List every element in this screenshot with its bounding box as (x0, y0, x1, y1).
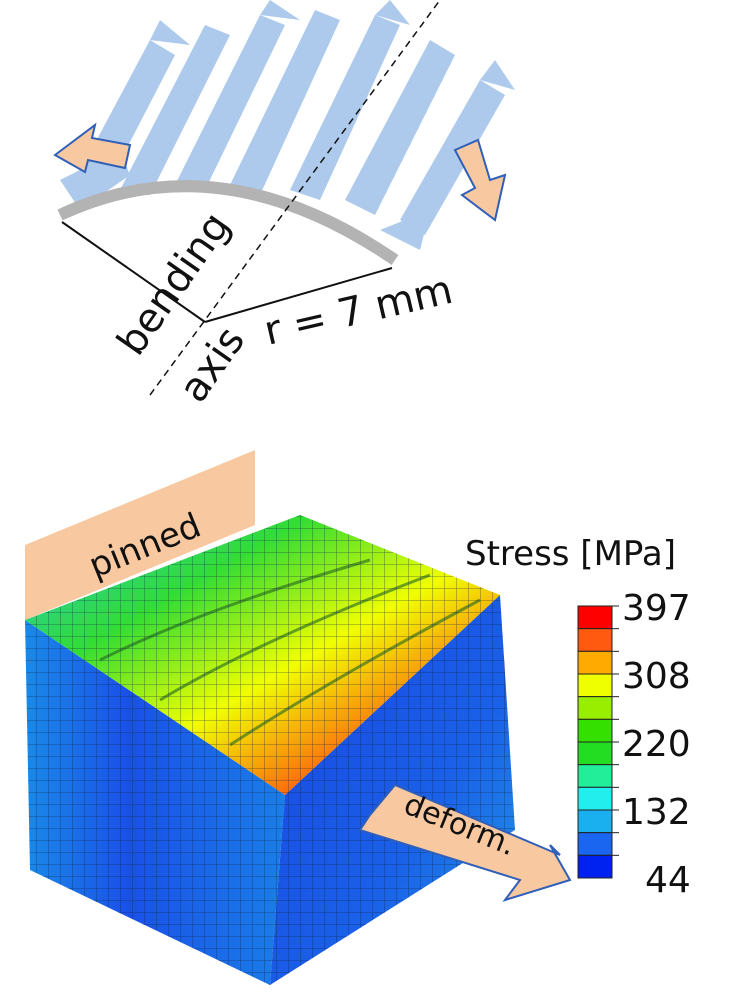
left-orange-arrow (53, 122, 132, 174)
legend-band (577, 650, 613, 675)
legend-tick: 308 (622, 656, 691, 697)
axis-label: axis (171, 319, 255, 411)
pinned-plate (25, 450, 255, 620)
legend-band (577, 628, 613, 652)
bending-schematic: bending axis r = 7 mm (53, 0, 515, 411)
radius-line-left (61, 221, 206, 323)
legend-band (577, 718, 613, 743)
legend-band (577, 764, 613, 788)
legend-tick: 44 (645, 860, 691, 901)
legend-tick: 220 (622, 724, 691, 765)
legend-band (577, 741, 613, 766)
deform-arrow (358, 783, 572, 902)
radius-label: r = 7 mm (260, 267, 457, 355)
legend-band (577, 696, 613, 720)
legend-band (577, 809, 613, 834)
legend-colorbar (577, 605, 619, 879)
legend-band (577, 605, 613, 630)
legend-band (577, 786, 613, 811)
legend-title: Stress [MPa] (465, 534, 676, 574)
load-arrows (60, 0, 515, 250)
right-orange-arrow (453, 138, 507, 222)
legend-band (577, 832, 613, 856)
legend-band (577, 673, 613, 698)
legend-band (577, 854, 613, 879)
radius-line-right (204, 267, 393, 323)
fe-model: pinned deform. (25, 450, 572, 985)
stress-legend: Stress [MPa] 397 308 220 132 44 (465, 534, 691, 901)
legend-tick: 397 (622, 588, 691, 629)
bending-axis-line (149, 0, 441, 396)
legend-tick: 132 (622, 792, 691, 833)
curved-surface (57, 180, 399, 265)
